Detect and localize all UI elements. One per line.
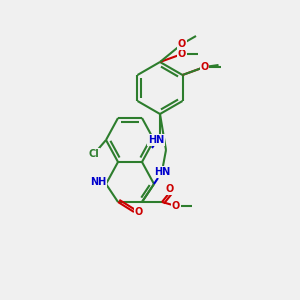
Text: NH: NH [90,177,106,187]
Text: O: O [200,62,208,72]
Text: O: O [172,201,180,211]
Text: HN: HN [154,167,170,177]
Text: O: O [135,207,143,217]
Text: HN: HN [148,135,164,145]
Text: O: O [200,62,208,72]
Text: Cl: Cl [88,149,99,159]
Text: O: O [178,49,186,59]
Text: O: O [166,184,174,194]
Text: O: O [178,39,186,49]
